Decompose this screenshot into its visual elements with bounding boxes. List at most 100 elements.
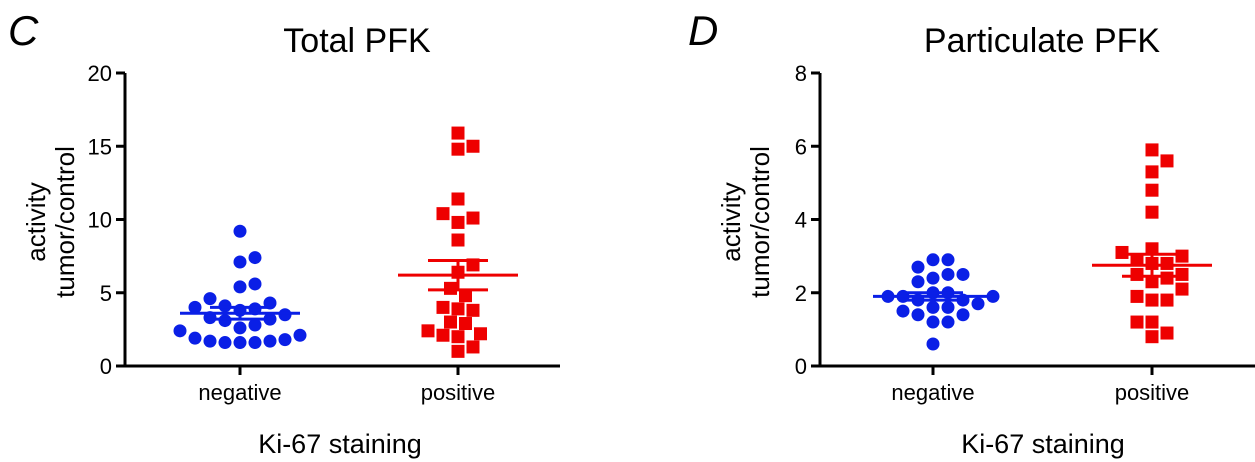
data-point-positive <box>1175 249 1189 263</box>
data-point-negative <box>896 304 910 318</box>
y-axis-label-line2: tumor/control <box>50 146 80 298</box>
data-point-positive <box>1145 165 1159 179</box>
data-point-negative <box>248 277 262 291</box>
category-label-negative: negative <box>891 380 974 405</box>
data-point-negative <box>293 328 307 342</box>
data-point-positive <box>436 207 450 221</box>
data-point-positive <box>1145 205 1159 219</box>
data-point-negative <box>926 271 940 285</box>
data-point-negative <box>941 253 955 267</box>
panel-letter: D <box>688 7 718 54</box>
data-point-positive <box>1130 253 1144 267</box>
data-point-negative <box>248 318 262 332</box>
data-point-positive <box>1175 282 1189 296</box>
data-point-positive <box>1160 293 1174 307</box>
data-point-positive <box>451 142 465 156</box>
data-point-positive <box>1145 183 1159 197</box>
y-tick-label: 0 <box>100 354 112 379</box>
x-axis-label: Ki-67 staining <box>258 429 422 459</box>
data-point-positive <box>451 215 465 229</box>
data-point-positive <box>1160 256 1174 270</box>
plot-area: 0 5 10 15 20 <box>88 61 560 379</box>
data-point-negative <box>218 336 232 350</box>
data-point-negative <box>941 315 955 329</box>
data-point-negative <box>941 267 955 281</box>
data-point-negative <box>911 275 925 289</box>
data-point-positive <box>451 344 465 358</box>
data-point-positive <box>451 126 465 140</box>
y-tick-label: 5 <box>100 281 112 306</box>
data-point-positive <box>474 327 487 341</box>
data-point-positive <box>451 330 465 344</box>
y-tick-label: 20 <box>88 61 112 86</box>
data-point-negative <box>278 333 292 347</box>
data-point-negative <box>956 308 970 322</box>
data-point-positive <box>466 303 480 317</box>
data-point-positive <box>1160 154 1174 168</box>
data-point-positive <box>1145 275 1159 289</box>
data-point-negative <box>233 280 247 294</box>
data-point-positive <box>1160 271 1174 285</box>
y-axis-label-line1: activity <box>716 182 746 261</box>
y-axis-label-line1: activity <box>21 182 51 261</box>
data-point-negative <box>263 334 277 348</box>
data-point-positive <box>459 289 472 303</box>
y-tick-label: 0 <box>795 354 807 379</box>
data-point-negative <box>188 331 202 345</box>
data-point-positive <box>1145 293 1159 307</box>
data-point-negative <box>926 300 940 314</box>
data-point-positive <box>451 192 465 206</box>
data-point-positive <box>1130 289 1144 303</box>
data-point-positive <box>1145 315 1159 329</box>
category-label-positive: positive <box>1115 380 1190 405</box>
category-label-positive: positive <box>421 380 496 405</box>
data-point-negative <box>926 337 940 351</box>
data-point-negative <box>233 224 247 238</box>
data-point-positive <box>1145 330 1159 344</box>
data-point-negative <box>911 308 925 322</box>
data-point-negative <box>956 267 970 281</box>
y-axis-label-line2: tumor/control <box>745 146 775 298</box>
data-point-negative <box>233 255 247 269</box>
data-point-positive <box>466 139 480 153</box>
data-point-negative <box>248 336 262 350</box>
data-point-positive <box>1175 267 1189 281</box>
plot-area: 0 2 4 6 8 <box>795 61 1255 379</box>
data-point-positive <box>459 317 472 331</box>
y-tick-label: 10 <box>88 208 112 233</box>
data-point-positive <box>1160 326 1174 340</box>
data-point-negative <box>233 321 247 335</box>
data-point-positive <box>466 211 480 225</box>
data-point-negative <box>203 292 217 306</box>
data-point-negative <box>173 324 187 338</box>
data-point-positive <box>1145 242 1159 256</box>
data-point-negative <box>233 336 247 350</box>
data-point-positive <box>451 233 465 247</box>
y-tick-label: 15 <box>88 134 112 159</box>
data-point-positive <box>421 324 435 338</box>
y-tick-label: 4 <box>795 208 807 233</box>
category-label-negative: negative <box>198 380 281 405</box>
data-point-negative <box>926 315 940 329</box>
data-point-negative <box>926 253 940 267</box>
y-tick-label: 6 <box>795 134 807 159</box>
data-point-positive <box>436 300 450 314</box>
y-tick-label: 8 <box>795 61 807 86</box>
data-point-negative <box>203 334 217 348</box>
data-point-positive <box>1130 315 1144 329</box>
chart-title: Particulate PFK <box>924 22 1161 60</box>
y-tick-label: 2 <box>795 281 807 306</box>
data-point-negative <box>911 260 925 274</box>
data-point-positive <box>444 315 457 329</box>
panel-letter: C <box>8 7 39 54</box>
data-point-negative <box>248 251 262 265</box>
panel-particulate-pfk: D Particulate PFK activity tumor/control… <box>688 7 1255 459</box>
data-point-positive <box>1130 267 1144 281</box>
data-point-positive <box>436 328 450 342</box>
data-point-positive <box>1115 245 1129 259</box>
data-point-positive <box>466 340 480 354</box>
panel-total-pfk: C Total PFK activity tumor/control Ki-67… <box>8 7 560 459</box>
data-point-negative <box>188 300 202 314</box>
x-axis-label: Ki-67 staining <box>961 429 1125 459</box>
